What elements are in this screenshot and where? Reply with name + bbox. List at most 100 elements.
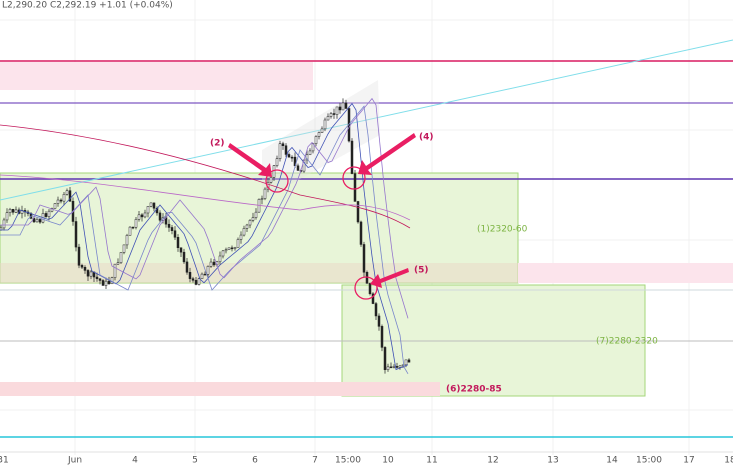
candle xyxy=(119,252,123,263)
candle xyxy=(125,235,129,246)
candle xyxy=(188,272,192,279)
candle xyxy=(206,266,210,275)
candle xyxy=(107,280,111,285)
candle xyxy=(353,173,357,202)
candle xyxy=(143,212,147,218)
candle xyxy=(68,190,72,202)
candle xyxy=(191,278,195,281)
candle xyxy=(350,140,354,174)
candle xyxy=(356,201,360,223)
x-tick-label: 4 xyxy=(132,456,138,465)
candles xyxy=(0,97,411,375)
candle xyxy=(254,211,258,218)
trend-line xyxy=(0,39,733,201)
x-tick-label: 31 xyxy=(0,456,9,465)
x-tick-label: 12 xyxy=(487,456,498,465)
candle xyxy=(392,366,396,368)
candle xyxy=(227,247,231,250)
candle xyxy=(380,326,384,348)
candle xyxy=(203,273,207,276)
candle xyxy=(290,156,294,159)
candle xyxy=(344,102,348,109)
candle xyxy=(89,271,93,277)
circles xyxy=(265,166,378,300)
label: (4) xyxy=(419,133,434,143)
x-tick-label: 17 xyxy=(683,456,694,465)
candle xyxy=(239,234,243,240)
candle xyxy=(170,227,174,231)
moving-average xyxy=(0,97,409,319)
candle xyxy=(8,209,12,213)
candle xyxy=(137,214,141,220)
x-tick-label: 10 xyxy=(382,456,394,465)
candle xyxy=(128,226,132,236)
candle xyxy=(197,278,201,285)
x-tick-label: 11 xyxy=(426,456,437,465)
x-tick-label: 15:00 xyxy=(335,456,361,465)
candle xyxy=(176,237,180,248)
candle xyxy=(368,283,372,295)
candle xyxy=(98,278,102,281)
label: (5) xyxy=(414,266,429,276)
pink-zone xyxy=(0,382,440,396)
x-tick-label: 14 xyxy=(606,456,618,465)
candle xyxy=(242,228,246,236)
candle xyxy=(386,366,390,370)
candle xyxy=(140,214,144,218)
candle xyxy=(2,219,6,229)
candle xyxy=(152,202,156,209)
candle xyxy=(260,198,264,200)
candle xyxy=(326,116,330,121)
candle xyxy=(230,247,234,250)
candle xyxy=(113,263,117,278)
candle xyxy=(338,106,342,111)
x-axis-labels: 31 Jun 4 5 6 7 15:00 10 11 12 13 14 15:00 17 18 xyxy=(0,456,733,465)
candle xyxy=(395,366,399,368)
candle xyxy=(32,218,36,223)
candle xyxy=(44,213,48,217)
candle xyxy=(209,261,213,267)
pink-zone xyxy=(0,62,313,90)
annotations xyxy=(228,133,416,288)
candle xyxy=(77,246,81,266)
candle xyxy=(245,224,249,229)
candle xyxy=(83,267,87,271)
candle xyxy=(122,244,126,253)
candle xyxy=(404,359,408,366)
candle xyxy=(11,209,15,213)
pink-zone xyxy=(0,263,518,283)
candle xyxy=(200,273,204,279)
candle xyxy=(362,244,366,273)
candle xyxy=(389,366,393,369)
candle xyxy=(95,276,99,280)
candle xyxy=(134,219,138,228)
candle xyxy=(371,293,375,304)
x-tick-label: 18 xyxy=(724,456,733,465)
x-tick-label: 15:00 xyxy=(636,456,662,465)
candle xyxy=(251,217,255,221)
label: (1)2320-60 xyxy=(477,225,528,235)
candle xyxy=(269,177,273,183)
candle xyxy=(116,262,120,265)
candle xyxy=(14,209,18,213)
candle xyxy=(56,199,60,204)
candle xyxy=(80,265,84,268)
candle xyxy=(182,251,186,263)
candle xyxy=(35,219,39,223)
candle xyxy=(398,365,402,368)
candle xyxy=(275,158,279,166)
candle xyxy=(359,221,363,245)
x-tick-label: 7 xyxy=(312,456,318,465)
candle xyxy=(104,280,108,286)
candle xyxy=(317,132,321,137)
x-tick-label: 13 xyxy=(547,456,558,465)
candle xyxy=(248,220,252,226)
candle xyxy=(62,194,66,202)
candle xyxy=(179,247,183,253)
pink-zone xyxy=(518,263,733,283)
candle xyxy=(50,208,54,212)
candle xyxy=(59,199,63,202)
candle xyxy=(374,303,378,317)
candle xyxy=(377,315,381,327)
